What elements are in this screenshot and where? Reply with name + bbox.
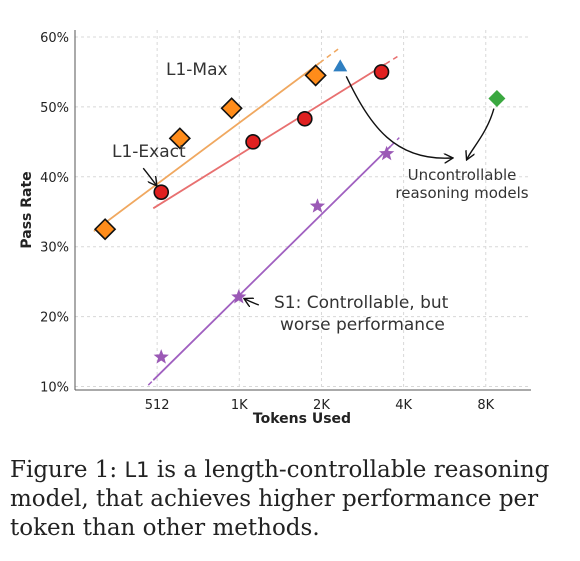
caption-line2: model, that achieves higher performance … bbox=[10, 486, 539, 512]
s1-label-line2: worse performance bbox=[280, 315, 445, 335]
y-axis-title: Pass Rate bbox=[19, 171, 35, 248]
l1max-fit-dashed-end bbox=[319, 46, 341, 64]
uncontrollable-label-line1: Uncontrollable bbox=[408, 166, 517, 184]
y-tick-label: 60% bbox=[40, 31, 69, 46]
s1-fit-line bbox=[152, 145, 392, 381]
y-tick-label: 10% bbox=[40, 381, 69, 396]
y-tick-label: 40% bbox=[40, 171, 69, 186]
caption-model-name: L1 bbox=[124, 458, 150, 482]
caption-line1: is a length-controllable reasoning bbox=[149, 457, 550, 483]
l1exact-fit-line bbox=[152, 63, 387, 210]
s1-fit-dashed-start bbox=[147, 379, 154, 386]
data-points bbox=[93, 59, 506, 364]
s1-point bbox=[153, 349, 169, 364]
l1max-point bbox=[93, 218, 117, 241]
l1max-point bbox=[168, 127, 191, 150]
l1exact-label: L1-Exact bbox=[112, 142, 186, 162]
l1exact-point bbox=[153, 184, 170, 200]
l1max-fit-line bbox=[96, 62, 321, 230]
annotation-arrows bbox=[142, 76, 495, 305]
x-tick-label: 4K bbox=[395, 398, 412, 413]
l1exact-point bbox=[297, 110, 313, 127]
caption-prefix: Figure 1: bbox=[10, 457, 125, 483]
l1exact-fit-dashed-end bbox=[385, 53, 402, 65]
uncontrollable-1-point bbox=[333, 59, 348, 72]
uncontrollable-label-line2: reasoning models bbox=[395, 184, 528, 202]
tick-labels: 512 1K 2K 4K 8K 10% 20% 30% 40% 50% 60% bbox=[40, 31, 495, 413]
s1-point bbox=[379, 145, 395, 161]
x-axis-title: Tokens Used bbox=[253, 411, 351, 427]
fit-lines bbox=[93, 46, 402, 386]
y-tick-label: 50% bbox=[40, 101, 69, 116]
x-tick-label: 8K bbox=[477, 398, 494, 413]
l1max-point bbox=[304, 64, 327, 87]
s1-label-line1: S1: Controllable, but bbox=[274, 293, 449, 313]
l1exact-point bbox=[373, 64, 390, 80]
axes bbox=[74, 30, 531, 391]
grid bbox=[75, 30, 531, 390]
y-tick-label: 30% bbox=[40, 241, 69, 256]
s1-point bbox=[231, 289, 247, 304]
s1-arrow bbox=[245, 299, 260, 305]
x-tick-label: 512 bbox=[145, 398, 170, 413]
x-tick-label: 1K bbox=[231, 398, 248, 413]
s1-fit-dashed-end bbox=[390, 137, 400, 147]
s1-point bbox=[309, 198, 326, 213]
l1exact-point bbox=[245, 134, 261, 150]
l1exact-arrow bbox=[142, 167, 156, 185]
l1max-label: L1-Max bbox=[166, 60, 228, 80]
figure-caption: Figure 1: L1 is a length-controllable re… bbox=[10, 456, 570, 543]
y-tick-label: 20% bbox=[40, 311, 69, 326]
x-tick-label: 2K bbox=[313, 398, 330, 413]
chart: 512 1K 2K 4K 8K 10% 20% 30% 40% 50% 60% Tokens Use… bbox=[19, 30, 531, 427]
uncontrollable-arrow-2 bbox=[467, 108, 495, 159]
l1max-point bbox=[220, 97, 243, 120]
caption-line3: token than other methods. bbox=[10, 515, 320, 541]
uncontrollable-2-point bbox=[488, 90, 506, 108]
uncontrollable-arrow-1 bbox=[345, 76, 452, 158]
